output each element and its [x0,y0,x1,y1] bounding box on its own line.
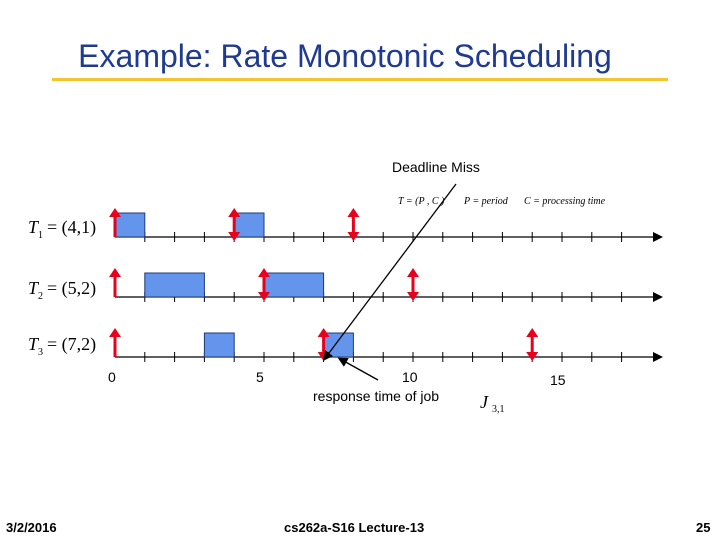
svg-text:= (5,2): = (5,2) [47,278,96,299]
svg-text:P = period: P = period [463,196,509,207]
deadline-miss-pointer [326,184,456,357]
time-label-15: 15 [550,372,566,388]
deadline-miss-label: Deadline Miss [392,159,480,175]
task-label-t2: T 2 = (5,2) [28,278,96,302]
svg-text:3: 3 [38,347,43,358]
svg-text:= (7,2): = (7,2) [47,334,96,355]
release-arrowhead [347,208,359,217]
release-arrowhead [407,268,419,277]
svg-text:2: 2 [38,291,43,302]
svg-text:1: 1 [38,230,43,241]
release-arrowhead [109,328,121,337]
release-arrowhead [526,328,538,337]
task-label-t3: T 3 = (7,2) [28,334,96,358]
footer-course: cs262a-S16 Lecture-13 [284,520,424,535]
svg-text:J: J [480,392,489,412]
footer-page-number: 25 [696,520,710,535]
svg-text:= (4,1): = (4,1) [47,217,96,238]
time-label-10: 10 [402,369,418,385]
footer-date: 3/2/2016 [6,520,57,535]
svg-text:C = processing time: C = processing time [524,196,606,207]
response-time-label: response time of job [313,388,439,404]
svg-text:3,1: 3,1 [492,404,505,415]
execution-block-t2 [264,273,324,297]
time-label-0: 0 [108,369,116,385]
job-label: J 3,1 [480,392,505,415]
svg-text:T = (P , C ): T = (P , C ) [398,196,445,207]
execution-block-t2 [145,273,205,297]
execution-block-t3 [204,333,234,357]
time-label-5: 5 [256,369,264,385]
legend-formula: T = (P , C ) P = period C = processing t… [398,196,606,207]
task-label-t1: T 1 = (4,1) [28,217,96,241]
response-time-pointer [342,360,378,380]
release-arrowhead [109,268,121,277]
